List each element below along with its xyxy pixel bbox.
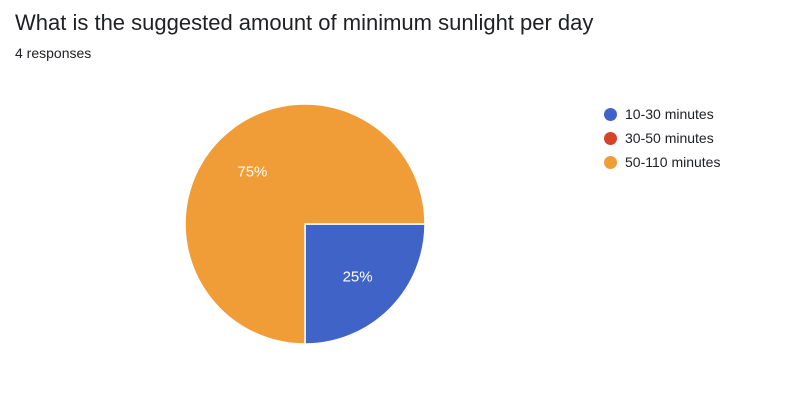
chart-legend: 10-30 minutes 30-50 minutes 50-110 minutes — [604, 102, 720, 174]
legend-item[interactable]: 10-30 minutes — [604, 102, 720, 126]
legend-swatch — [604, 155, 617, 169]
pie-slice-50-110-minutes[interactable] — [184, 103, 426, 345]
legend-label: 30-50 minutes — [625, 130, 714, 146]
legend-label: 50-110 minutes — [625, 154, 721, 170]
slice-percent-label: 75% — [237, 163, 267, 180]
slice-percent-label: 25% — [343, 269, 373, 286]
legend-label: 10-30 minutes — [625, 106, 714, 122]
response-count: 4 responses — [15, 45, 92, 61]
pie-slice-10-30-minutes[interactable] — [304, 223, 426, 345]
legend-swatch — [604, 107, 617, 121]
legend-item[interactable]: 50-110 minutes — [604, 150, 720, 174]
legend-swatch — [604, 131, 617, 145]
legend-item[interactable]: 30-50 minutes — [604, 126, 720, 150]
question-title: What is the suggested amount of minimum … — [15, 10, 594, 35]
